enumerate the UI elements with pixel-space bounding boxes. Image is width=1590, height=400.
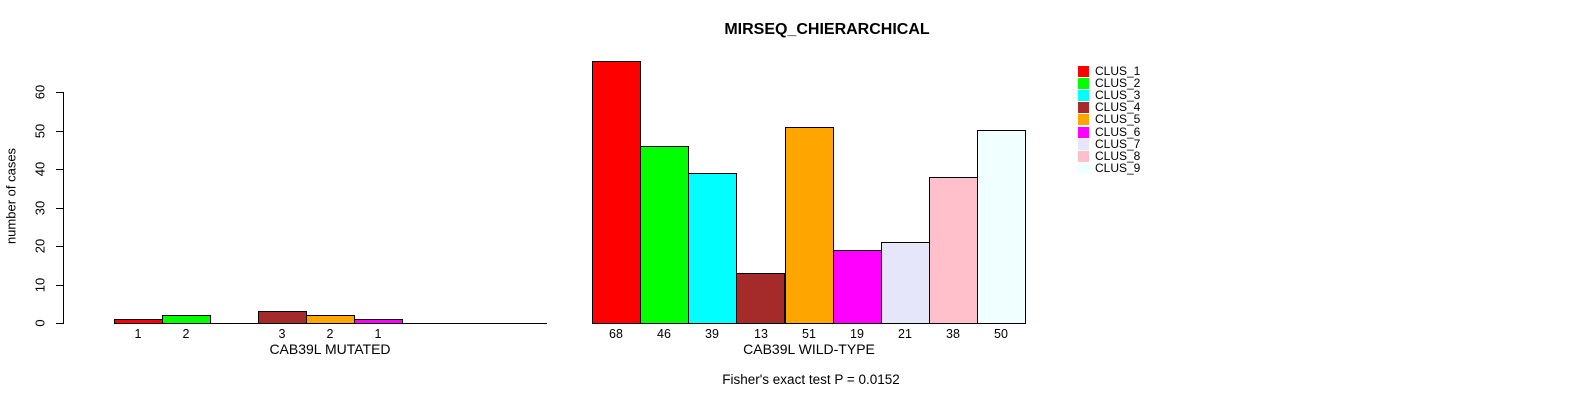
y-axis-tick bbox=[56, 246, 63, 247]
legend-item-clus_8: CLUS_8 bbox=[1078, 150, 1140, 162]
y-axis-tick bbox=[56, 208, 63, 209]
legend-label: CLUS_8 bbox=[1095, 149, 1141, 163]
y-axis-tick bbox=[56, 131, 63, 132]
legend-item-clus_1: CLUS_1 bbox=[1078, 65, 1140, 77]
bar-clus_7-panel2 bbox=[881, 242, 930, 324]
y-axis-line bbox=[63, 92, 64, 324]
bar-clus_2-panel2 bbox=[640, 146, 689, 324]
y-axis-tick-label: 10 bbox=[32, 277, 48, 293]
bar-clus_8-panel2 bbox=[929, 177, 978, 324]
bar-clus_5-panel1 bbox=[306, 315, 355, 324]
legend-swatch-clus_1 bbox=[1078, 65, 1089, 77]
legend-swatch-clus_2 bbox=[1078, 77, 1089, 89]
legend-swatch-clus_8 bbox=[1078, 150, 1089, 162]
x-axis-label-wildtype: CAB39L WILD-TYPE bbox=[743, 341, 875, 357]
y-axis-tick-label: 0 bbox=[32, 319, 48, 327]
legend-label: CLUS_2 bbox=[1095, 76, 1141, 90]
bar-clus_6-panel2 bbox=[833, 250, 882, 324]
bar-clus_1-panel1 bbox=[114, 319, 163, 324]
bar-value-label: 3 bbox=[278, 327, 286, 341]
y-axis-tick-label: 40 bbox=[32, 161, 48, 177]
legend-swatch-clus_9 bbox=[1078, 162, 1089, 174]
legend-item-clus_6: CLUS_6 bbox=[1078, 126, 1140, 138]
y-axis-label: number of cases bbox=[3, 147, 19, 245]
bar-value-label: 2 bbox=[182, 327, 190, 341]
y-axis-tick-label: 60 bbox=[32, 84, 48, 100]
bar-clus_2-panel1 bbox=[162, 315, 211, 324]
bar-value-label: 46 bbox=[657, 327, 671, 341]
legend-swatch-clus_3 bbox=[1078, 89, 1089, 101]
bar-value-label: 1 bbox=[374, 327, 382, 341]
legend-label: CLUS_6 bbox=[1095, 125, 1141, 139]
bar-value-label: 2 bbox=[326, 327, 334, 341]
legend-label: CLUS_3 bbox=[1095, 88, 1141, 102]
bar-clus_3-panel2 bbox=[688, 173, 737, 324]
legend-label: CLUS_5 bbox=[1095, 112, 1141, 126]
fisher-test-annotation: Fisher's exact test P = 0.0152 bbox=[722, 372, 900, 387]
legend-item-clus_9: CLUS_9 bbox=[1078, 162, 1140, 174]
legend-item-clus_4: CLUS_4 bbox=[1078, 101, 1140, 113]
bar-clus_4-panel2 bbox=[736, 273, 785, 324]
bar-clus_1-panel2 bbox=[592, 61, 641, 324]
bar-clus_5-panel2 bbox=[785, 127, 834, 324]
bar-value-label: 38 bbox=[946, 327, 960, 341]
bar-value-label: 50 bbox=[994, 327, 1008, 341]
y-axis-tick-label: 50 bbox=[32, 123, 48, 139]
y-axis-tick-label: 30 bbox=[32, 200, 48, 216]
y-axis-tick bbox=[56, 92, 63, 93]
legend-label: CLUS_9 bbox=[1095, 161, 1141, 175]
legend-item-clus_7: CLUS_7 bbox=[1078, 138, 1140, 150]
y-axis-tick bbox=[56, 323, 63, 324]
legend-item-clus_3: CLUS_3 bbox=[1078, 89, 1140, 101]
legend-swatch-clus_4 bbox=[1078, 101, 1089, 113]
chart-title: MIRSEQ_CHIERARCHICAL bbox=[724, 21, 930, 38]
legend-label: CLUS_1 bbox=[1095, 64, 1141, 78]
bar-clus_9-panel2 bbox=[977, 130, 1026, 324]
legend-item-clus_5: CLUS_5 bbox=[1078, 113, 1140, 125]
bar-value-label: 51 bbox=[802, 327, 816, 341]
x-axis-label-mutated: CAB39L MUTATED bbox=[269, 341, 391, 357]
bar-value-label: 21 bbox=[898, 327, 912, 341]
legend-label: CLUS_7 bbox=[1095, 137, 1141, 151]
bar-clus_4-panel1 bbox=[258, 311, 307, 324]
bar-value-label: 1 bbox=[134, 327, 142, 341]
y-axis-tick-label: 20 bbox=[32, 238, 48, 254]
legend-item-clus_2: CLUS_2 bbox=[1078, 77, 1140, 89]
bar-value-label: 19 bbox=[850, 327, 864, 341]
y-axis-tick bbox=[56, 285, 63, 286]
bar-value-label: 39 bbox=[705, 327, 719, 341]
bar-clus_6-panel1 bbox=[354, 319, 403, 324]
bar-value-label: 68 bbox=[609, 327, 623, 341]
legend-swatch-clus_7 bbox=[1078, 138, 1089, 150]
legend-swatch-clus_5 bbox=[1078, 113, 1089, 125]
y-axis-tick bbox=[56, 169, 63, 170]
legend-swatch-clus_6 bbox=[1078, 126, 1089, 138]
legend-label: CLUS_4 bbox=[1095, 100, 1141, 114]
bar-value-label: 13 bbox=[754, 327, 768, 341]
